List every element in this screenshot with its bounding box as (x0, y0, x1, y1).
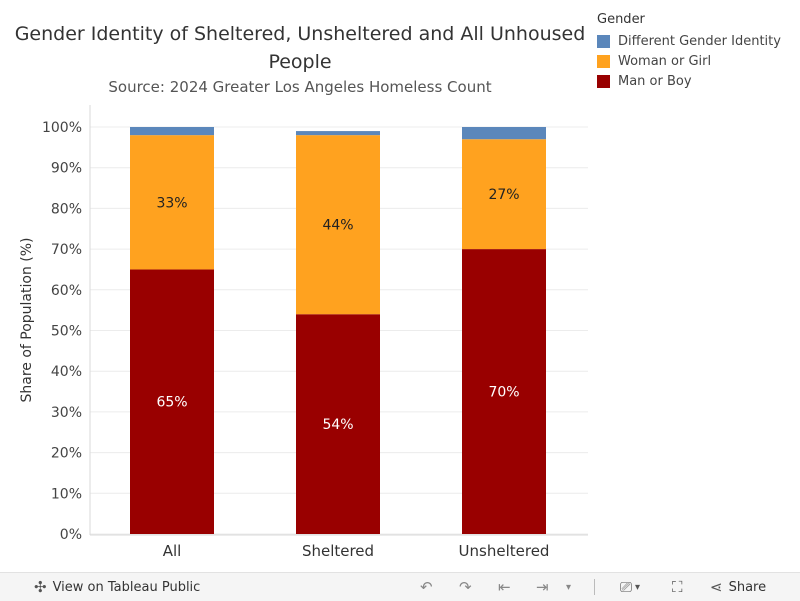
toolbar-divider (594, 573, 595, 601)
legend-swatch-woman (597, 54, 610, 68)
x-tick-label: All (163, 542, 182, 560)
download-icon: ⎚ (620, 578, 633, 596)
y-tick-label: 60% (51, 283, 82, 299)
bar-segment (130, 135, 214, 270)
bar-segment (130, 127, 214, 136)
y-tick-label: 70% (51, 242, 82, 258)
y-tick-label: 0% (60, 527, 82, 543)
chevron-down-icon: ▾ (566, 581, 572, 593)
legend-item-different-gender[interactable]: Different Gender Identity (597, 31, 781, 51)
refresh-icon: ⇥ (536, 578, 549, 596)
legend-label-different-gender: Different Gender Identity (618, 33, 781, 49)
y-tick-label: 40% (51, 364, 82, 380)
bar-data-label: 33% (156, 195, 187, 211)
chart-title-line1: Gender Identity of Sheltered, Unsheltere… (14, 23, 586, 45)
redo-button[interactable]: ↷ (459, 573, 472, 601)
legend-label-woman: Woman or Girl (618, 53, 712, 69)
bar-data-label: 44% (322, 218, 353, 234)
stacked-bar-chart: 0% 10% 20% 30% 40% 50% 60% 70% 80% 90% 100% Share o… (19, 105, 588, 560)
share-button[interactable]: ⋖ Share (710, 573, 766, 601)
legend-item-woman[interactable]: Woman or Girl (597, 51, 781, 71)
fullscreen-icon: ⛶ (672, 578, 683, 596)
chart-subtitle: Source: 2024 Greater Los Angeles Homeles… (108, 78, 492, 96)
tableau-toolbar: ✣ View on Tableau Public ↶ ↷ ⇤ ⇥ ▾ ⎚ ▾ ⛶… (0, 572, 800, 601)
bar-segment (296, 135, 380, 315)
share-icon: ⋖ (710, 578, 723, 596)
legend: Gender Different Gender Identity Woman o… (597, 12, 781, 91)
y-tick-label: 50% (51, 324, 82, 340)
bar-data-label: 54% (322, 417, 353, 433)
view-on-tableau-link[interactable]: ✣ View on Tableau Public (34, 573, 200, 601)
y-tick-label: 10% (51, 486, 82, 502)
legend-title: Gender (597, 12, 645, 27)
fullscreen-button[interactable]: ⛶ (672, 573, 683, 601)
y-tick-label: 80% (51, 201, 82, 217)
revert-icon: ⇤ (498, 578, 511, 596)
undo-button[interactable]: ↶ (420, 573, 433, 601)
redo-icon: ↷ (459, 578, 472, 596)
legend-swatch-man (597, 74, 610, 88)
chart-title: Gender Identity of Sheltered, Unsheltere… (0, 20, 600, 76)
bar-segment (296, 131, 380, 136)
bar-data-label: 27% (488, 187, 519, 203)
refresh-button[interactable]: ⇥ (536, 573, 549, 601)
share-label: Share (728, 579, 767, 595)
undo-icon: ↶ (420, 578, 433, 596)
y-tick-label: 90% (51, 161, 82, 177)
refresh-dropdown[interactable]: ▾ (566, 573, 571, 601)
bar-segment (130, 269, 214, 534)
legend-item-man[interactable]: Man or Boy (597, 71, 781, 91)
y-tick-label: 20% (51, 446, 82, 462)
tableau-logo-icon: ✣ (34, 578, 47, 596)
view-on-tableau-label: View on Tableau Public (52, 579, 201, 595)
download-chevron-icon: ▾ (635, 581, 641, 593)
bar-segment (296, 314, 380, 534)
bar-data-label: 70% (488, 385, 519, 401)
download-button[interactable]: ⎚ ▾ (620, 573, 640, 601)
bar-segment (462, 249, 546, 534)
bar-segment (462, 139, 546, 250)
chart-title-line2: People (268, 51, 332, 73)
revert-button[interactable]: ⇤ (498, 573, 511, 601)
y-axis-title: Share of Population (%) (19, 237, 35, 402)
x-tick-label: Unsheltered (459, 542, 550, 560)
legend-swatch-different-gender (597, 34, 610, 48)
x-tick-label: Sheltered (302, 542, 374, 560)
bar-data-label: 65% (156, 395, 187, 411)
legend-label-man: Man or Boy (618, 73, 692, 89)
y-tick-label: 100% (42, 120, 82, 136)
y-tick-label: 30% (51, 405, 82, 421)
bar-segment (462, 127, 546, 140)
